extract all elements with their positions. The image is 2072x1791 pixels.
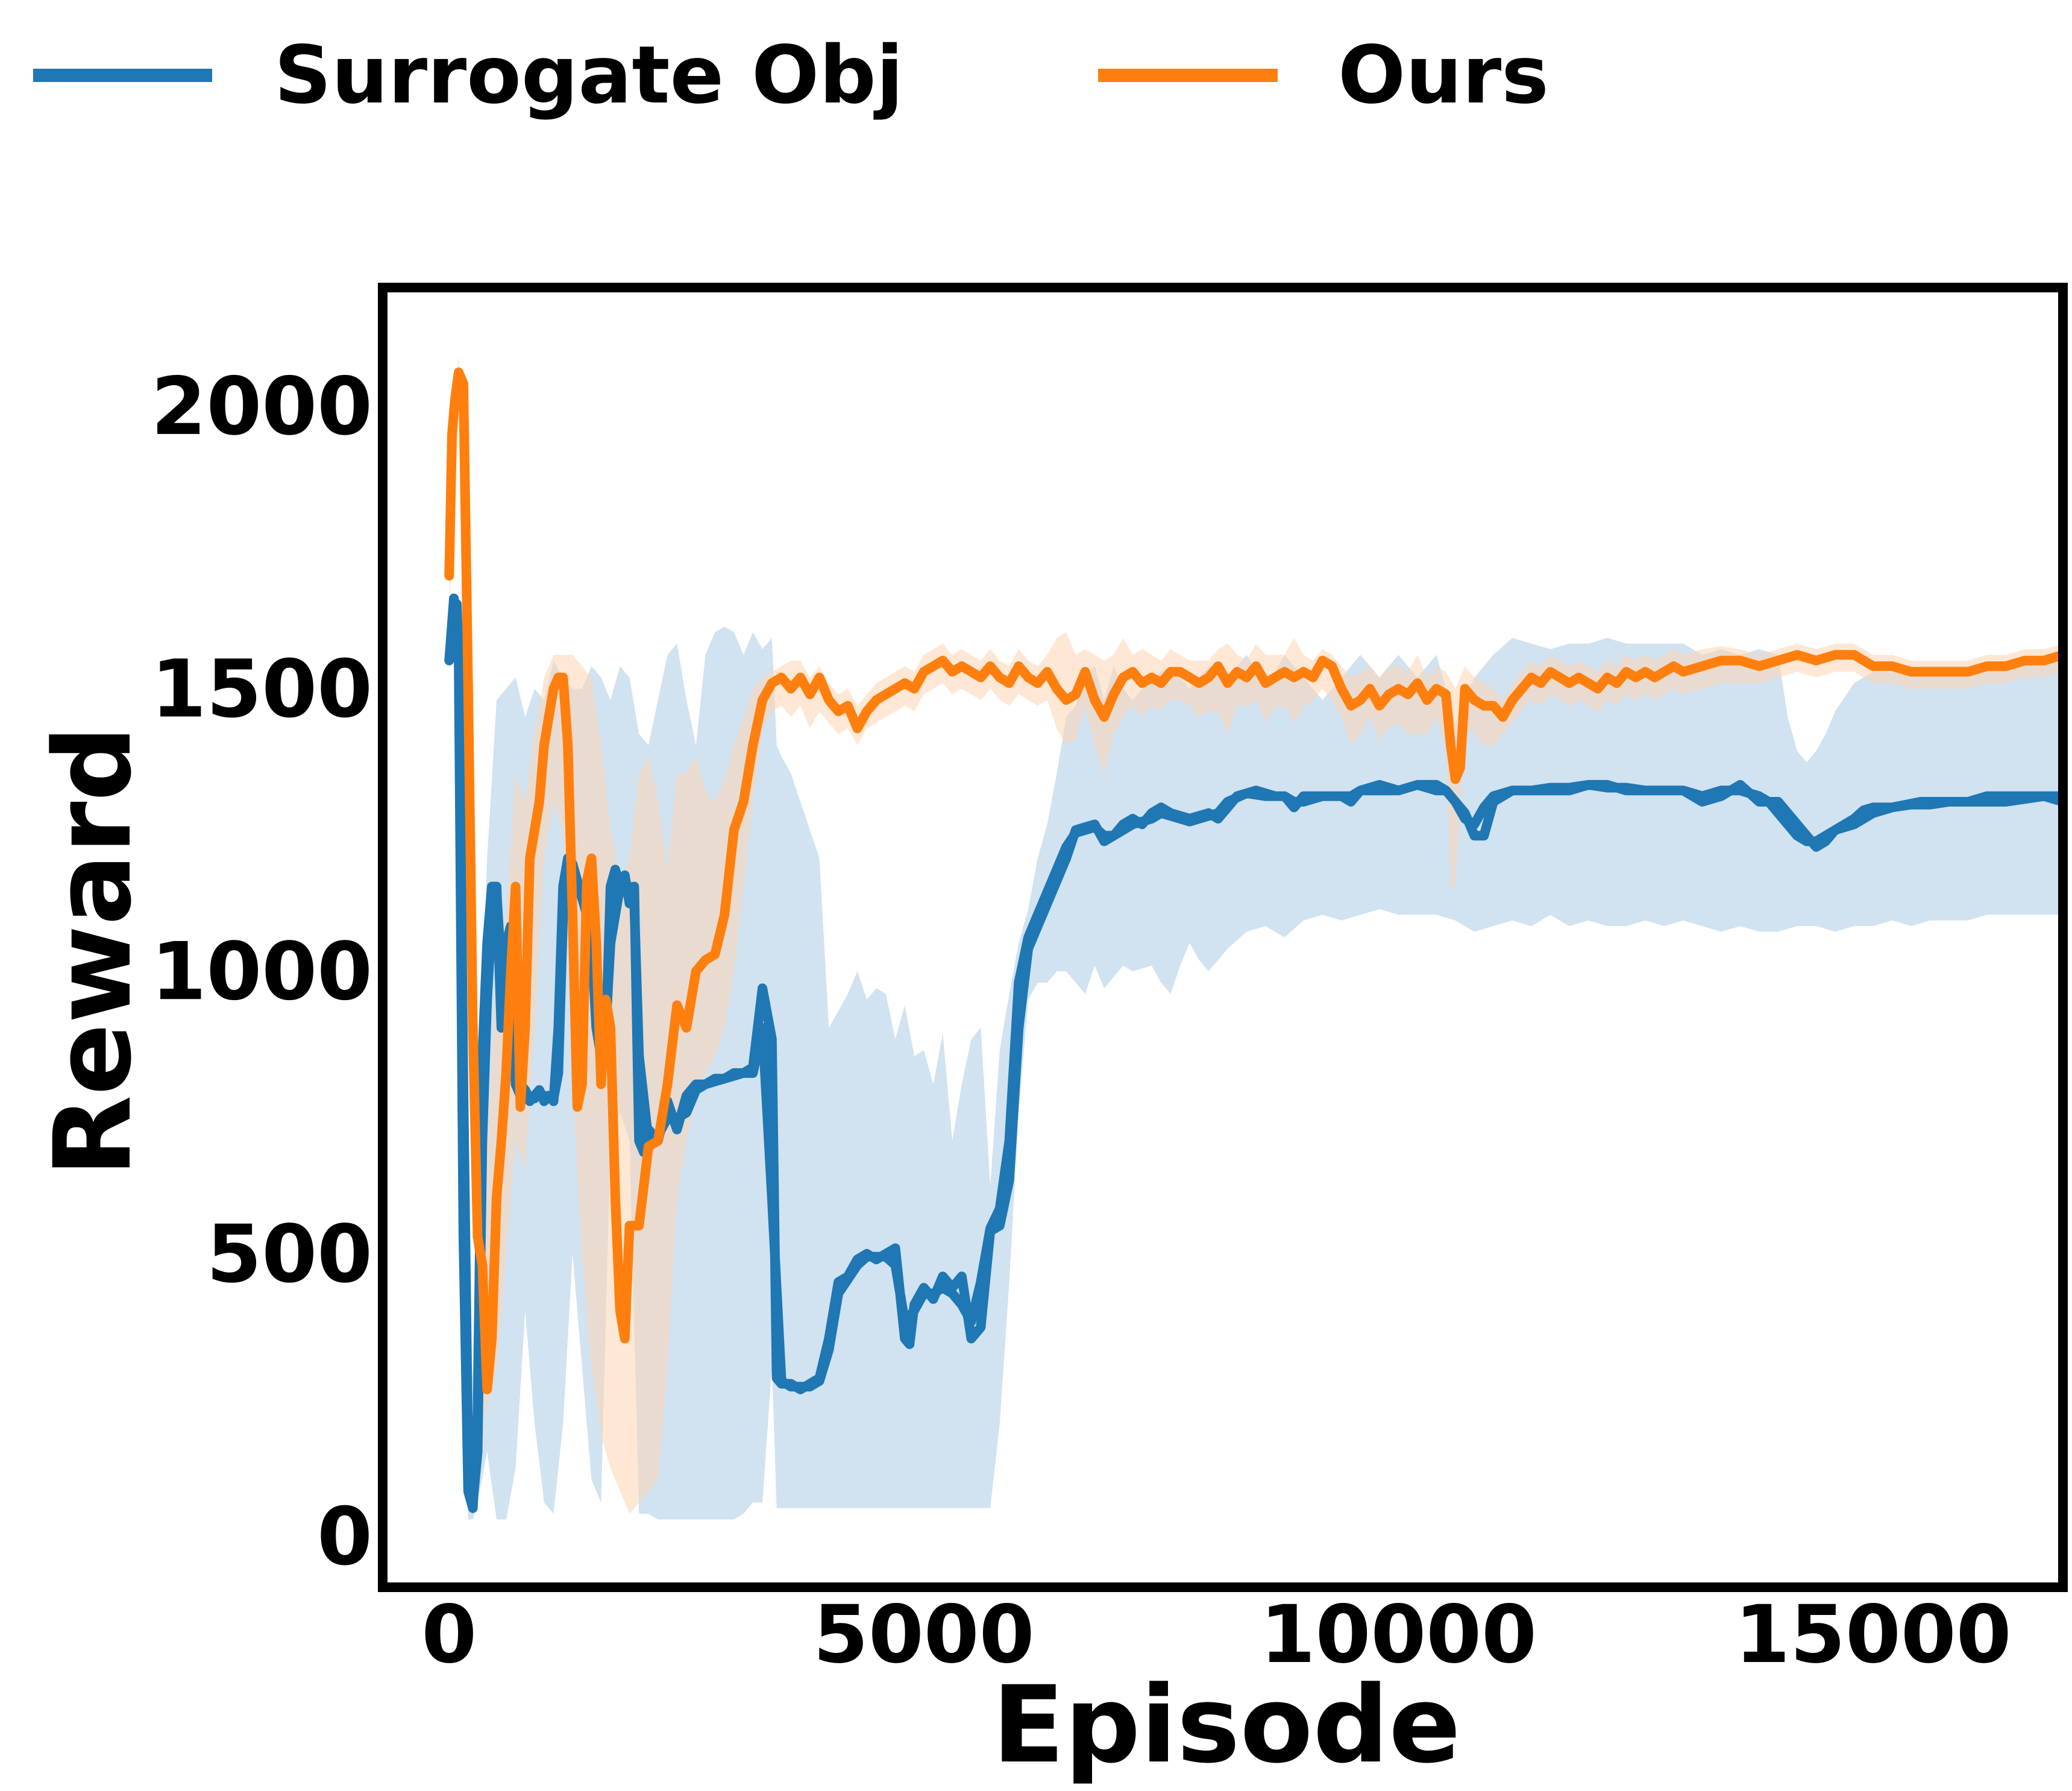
x-tick-label: 5000	[813, 1588, 1034, 1681]
band-surrogate-obj	[449, 593, 2063, 1520]
axis-ticks: 0 5000 10000 15000 0 500 1000 1500 2000	[151, 360, 2012, 1681]
y-axis-title: Reward	[31, 725, 155, 1177]
y-tick-label: 1000	[151, 925, 372, 1018]
x-tick-label: 10000	[1260, 1588, 1537, 1681]
x-tick-label: 15000	[1735, 1588, 2011, 1681]
legend: Surrogate Obj Ours	[33, 29, 1549, 122]
confidence-bands	[449, 355, 2063, 1520]
band-ours	[449, 355, 2063, 1514]
y-tick-label: 1500	[151, 643, 372, 736]
legend-label-surrogate-obj: Surrogate Obj	[274, 29, 903, 122]
y-tick-label: 2000	[151, 360, 372, 453]
y-tick-label: 500	[206, 1208, 372, 1301]
plot-frame	[378, 283, 2068, 1592]
y-tick-label: 0	[317, 1491, 372, 1584]
legend-label-ours: Ours	[1338, 29, 1549, 122]
x-tick-label: 0	[421, 1588, 477, 1681]
line-ours	[444, 367, 2068, 1394]
x-axis-title: Episode	[992, 1663, 1461, 1787]
